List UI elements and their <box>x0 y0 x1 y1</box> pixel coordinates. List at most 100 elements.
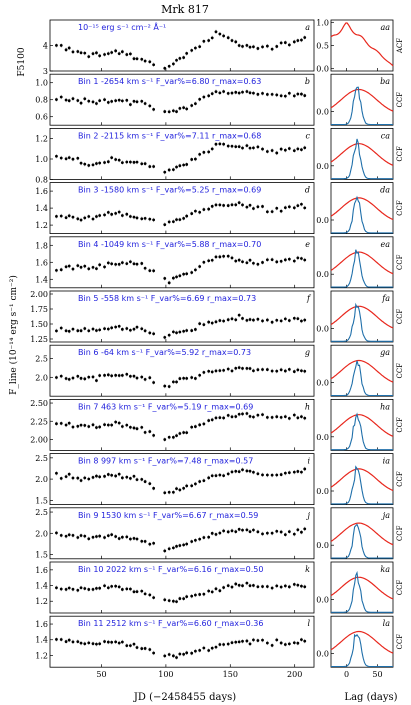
data-point <box>185 214 189 218</box>
data-point <box>95 102 98 105</box>
data-point <box>198 373 202 377</box>
data-point <box>163 384 167 388</box>
data-point <box>87 641 91 645</box>
data-point <box>132 262 136 266</box>
data-point <box>67 638 71 642</box>
side-y-tick-label: 0.0 <box>316 270 329 279</box>
data-point <box>218 142 222 146</box>
lag-distribution <box>331 412 393 451</box>
x-tick-label: 100 <box>158 670 173 679</box>
data-point <box>83 327 87 330</box>
left-x-axis-label: JD (−2458455 days) <box>133 692 236 703</box>
data-point <box>222 319 226 323</box>
data-point <box>252 638 255 642</box>
side-panel-letter: ga <box>380 348 390 357</box>
data-point <box>106 210 110 214</box>
data-point <box>178 544 182 547</box>
data-point <box>182 163 186 167</box>
data-point <box>252 261 255 265</box>
panel-title: Bin 1 -2654 km s⁻¹ F_var%=6.80 r_max=0.6… <box>78 77 261 86</box>
data-point <box>106 586 110 590</box>
data-point <box>190 49 194 52</box>
data-point <box>87 537 91 541</box>
data-point <box>128 260 132 264</box>
panel-letter: i <box>307 457 310 466</box>
data-point <box>152 107 156 111</box>
data-point <box>270 320 274 324</box>
data-point <box>117 98 121 102</box>
x-tick-label: 200 <box>287 670 302 679</box>
ccf-curve <box>330 414 394 437</box>
lag-distribution <box>331 86 393 126</box>
data-point <box>296 39 300 42</box>
side-panel-frame <box>330 507 394 560</box>
data-point <box>103 423 106 427</box>
data-point <box>292 316 296 320</box>
data-point <box>103 584 106 588</box>
data-point <box>245 366 249 370</box>
data-point <box>140 425 144 429</box>
data-point <box>135 57 139 61</box>
data-point <box>178 164 182 168</box>
side-panel-frame <box>330 344 394 397</box>
data-point <box>178 652 182 656</box>
data-point <box>256 585 260 589</box>
side-y-tick-label: 0.5 <box>316 42 329 51</box>
data-point <box>234 318 238 322</box>
side-panel-label: CCF <box>396 363 404 379</box>
data-point <box>76 99 80 102</box>
data-point <box>210 531 214 535</box>
data-point <box>300 638 303 642</box>
data-point <box>140 375 144 379</box>
data-point <box>110 533 114 537</box>
y-tick-label: 0.8 <box>35 96 48 105</box>
data-point <box>120 535 124 539</box>
data-point <box>226 318 230 322</box>
data-point <box>95 215 98 218</box>
panel-title: Bin 6 -64 km s⁻¹ F_var%=5.92 r_max=0.73 <box>78 348 251 357</box>
data-point <box>143 102 147 105</box>
side-panel-label: ACF <box>396 38 404 54</box>
lag-distribution <box>331 570 393 613</box>
data-point <box>261 261 264 264</box>
data-point <box>182 376 186 380</box>
data-point <box>245 639 249 643</box>
panel-frame <box>49 344 315 397</box>
data-point <box>207 419 211 422</box>
data-point <box>237 258 241 262</box>
data-point <box>207 94 211 98</box>
data-point <box>128 644 132 648</box>
data-point <box>171 546 175 550</box>
data-point <box>214 320 218 324</box>
y-tick-label: 1.4 <box>35 582 48 591</box>
data-point <box>175 434 178 438</box>
data-point <box>202 260 206 264</box>
data-point <box>59 587 63 591</box>
data-point <box>248 584 252 588</box>
data-point <box>194 482 197 486</box>
data-point <box>98 214 102 217</box>
data-point <box>175 487 178 491</box>
data-point <box>64 377 68 380</box>
lag-distribution <box>331 195 393 234</box>
data-point <box>110 374 114 378</box>
data-point <box>91 265 95 269</box>
data-point <box>120 261 124 265</box>
data-point <box>222 204 226 207</box>
data-point <box>132 57 136 61</box>
lag-tick-label: 50 <box>372 670 382 679</box>
data-point <box>79 479 83 482</box>
ccf-curve <box>330 630 394 654</box>
data-point <box>71 425 75 429</box>
data-point <box>226 144 230 148</box>
data-point <box>178 274 182 278</box>
data-point <box>76 329 80 333</box>
data-point <box>245 144 249 148</box>
data-point <box>148 331 152 335</box>
data-point <box>218 203 222 207</box>
data-point <box>103 640 106 643</box>
data-point <box>167 110 171 114</box>
data-point <box>175 165 178 169</box>
y-tick-label: 1.6 <box>35 258 48 267</box>
side-panel-letter: ia <box>383 457 391 466</box>
